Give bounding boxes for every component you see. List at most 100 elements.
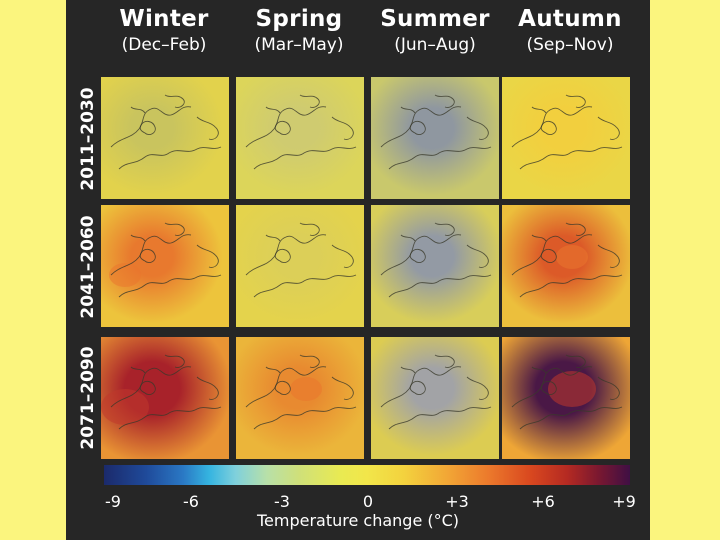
coastline — [265, 366, 281, 374]
season-months: (Jun–Aug) — [394, 35, 476, 55]
map-panel-autumn-2041-2060 — [502, 205, 630, 327]
map-panel-spring-2011-2030 — [236, 77, 364, 199]
arctic-map — [502, 337, 630, 459]
coastline — [400, 106, 416, 114]
coastline — [466, 244, 489, 268]
coastline — [409, 380, 426, 396]
period-label-2071-2090: 2071–2090 — [78, 346, 98, 450]
coastline — [409, 248, 426, 264]
coastline — [380, 366, 462, 408]
coastline — [245, 234, 327, 276]
colorbar-tick: -3 — [274, 492, 290, 511]
coastline — [597, 376, 620, 400]
coastline — [196, 244, 219, 268]
coastline — [531, 234, 547, 242]
coastline — [400, 366, 416, 374]
warming-hotspot — [548, 371, 596, 407]
colorbar-tick: +6 — [531, 492, 555, 511]
coastline — [531, 366, 547, 374]
coastline — [130, 106, 146, 114]
coastline — [565, 222, 586, 236]
coastline — [380, 234, 462, 276]
coastline — [540, 248, 557, 264]
coastline — [139, 380, 156, 396]
temperature-field — [101, 77, 229, 199]
arctic-map — [236, 337, 364, 459]
season-name: Winter — [119, 6, 209, 32]
temperature-colorbar — [104, 465, 630, 485]
warming-hotspot — [290, 377, 322, 401]
coastline — [531, 106, 547, 114]
coastline — [253, 274, 357, 298]
coastline — [118, 274, 222, 298]
coastline — [434, 222, 455, 236]
season-header-spring: Spring (Mar–May) — [231, 8, 367, 54]
coastline — [253, 146, 357, 170]
temperature-field — [236, 77, 364, 199]
coastline — [164, 94, 185, 108]
coastline — [597, 116, 620, 140]
coastline — [139, 248, 156, 264]
season-header-summer: Summer (Jun–Aug) — [367, 8, 503, 54]
coastline — [196, 376, 219, 400]
coastline — [299, 94, 320, 108]
coastline — [110, 106, 192, 148]
colorbar-tick: -9 — [105, 492, 121, 511]
coastline — [519, 406, 623, 430]
map-panel-winter-2071-2090 — [101, 337, 229, 459]
arctic-map — [236, 205, 364, 327]
coastline — [164, 222, 185, 236]
coastline — [196, 116, 219, 140]
temperature-field — [502, 77, 630, 199]
coastline — [565, 354, 586, 368]
colorbar-tick: +3 — [445, 492, 469, 511]
coastline — [388, 146, 492, 170]
coastline — [331, 244, 354, 268]
season-header-winter: Winter (Dec–Feb) — [96, 8, 232, 54]
coastline — [597, 244, 620, 268]
colorbar-tick: +9 — [612, 492, 636, 511]
coastline — [331, 116, 354, 140]
map-panel-spring-2071-2090 — [236, 337, 364, 459]
map-panel-winter-2041-2060 — [101, 205, 229, 327]
coastline — [274, 380, 291, 396]
season-name: Spring — [255, 6, 343, 32]
coastline — [466, 376, 489, 400]
coastline — [409, 120, 426, 136]
temperature-field — [236, 205, 364, 327]
coastline — [265, 106, 281, 114]
coastline — [400, 234, 416, 242]
period-label-2011-2030: 2011–2030 — [78, 87, 98, 191]
coastline — [274, 120, 291, 136]
coastline — [380, 106, 462, 148]
coastline — [118, 146, 222, 170]
warming-hotspot — [109, 263, 141, 287]
arctic-map — [236, 77, 364, 199]
coastline — [388, 274, 492, 298]
warming-hotspot — [556, 245, 588, 269]
temperature-field — [371, 77, 499, 199]
map-panel-winter-2011-2030 — [101, 77, 229, 199]
arctic-map — [371, 337, 499, 459]
colorbar-title: Temperature change (°C) — [256, 511, 460, 530]
coastline — [299, 354, 320, 368]
coastline — [164, 354, 185, 368]
arctic-map — [502, 77, 630, 199]
season-months: (Mar–May) — [254, 35, 344, 55]
coastline — [299, 222, 320, 236]
coastline — [434, 354, 455, 368]
coastline — [130, 366, 146, 374]
colorbar-tick: 0 — [362, 492, 374, 511]
map-panel-autumn-2011-2030 — [502, 77, 630, 199]
arctic-map — [101, 205, 229, 327]
coastline — [110, 366, 192, 408]
coastline — [331, 376, 354, 400]
arctic-map — [371, 205, 499, 327]
coastline — [265, 234, 281, 242]
coastline — [139, 120, 156, 136]
coastline — [519, 274, 623, 298]
temperature-field — [371, 337, 499, 459]
coastline — [511, 106, 593, 148]
map-panel-summer-2071-2090 — [371, 337, 499, 459]
coastline — [388, 406, 492, 430]
